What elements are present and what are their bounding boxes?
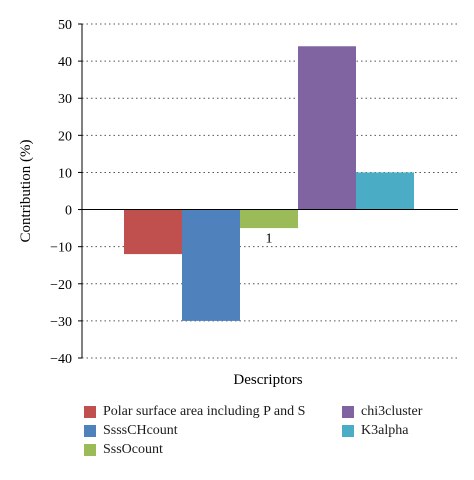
legend-label: K3alpha <box>361 423 409 438</box>
legend-label: Polar surface area including P and S <box>103 404 306 419</box>
bar-sssocount <box>240 209 298 229</box>
y-ticks: 50 40 30 20 10 0 −10 −20 −30 −40 <box>50 18 82 367</box>
x-axis-label: Descriptors <box>233 372 302 388</box>
legend-label: SsssCHcount <box>103 423 178 438</box>
y-tick-label: −30 <box>50 315 72 330</box>
bar-chi3cluster <box>298 46 356 210</box>
legend-item-ssssch-count: SsssCHcount <box>84 423 178 439</box>
y-tick-label: 30 <box>58 92 72 107</box>
y-tick-label: −40 <box>50 352 72 367</box>
bar-k3alpha <box>356 172 414 210</box>
y-tick-label: 0 <box>65 204 72 219</box>
legend-swatch <box>342 425 354 437</box>
legend-item-k3alpha: K3alpha <box>342 423 408 439</box>
legend-item-ssso-count: SssOcount <box>84 442 163 458</box>
legend-label: chi3cluster <box>361 404 423 419</box>
legend-item-chi3cluster: chi3cluster <box>342 404 422 420</box>
legend-label: SssOcount <box>103 442 163 457</box>
y-tick-label: −20 <box>50 278 72 293</box>
legend-swatch <box>84 425 96 437</box>
y-axis-label: Contribution (%) <box>18 140 34 243</box>
legend-swatch <box>342 406 354 418</box>
y-tick-label: 50 <box>58 18 72 33</box>
bar-sssschcount <box>182 209 240 321</box>
legend-swatch <box>84 406 96 418</box>
bars <box>124 46 414 321</box>
x-tick-label: 1 <box>266 232 273 247</box>
y-tick-label: 40 <box>58 55 72 70</box>
legend-swatch <box>84 444 96 456</box>
y-tick-label: −10 <box>50 241 72 256</box>
y-tick-label: 20 <box>58 129 72 144</box>
legend-item-polar-surface-area: Polar surface area including P and S <box>84 404 305 420</box>
y-tick-label: 10 <box>58 166 72 181</box>
bar-polar-surface-area-including-p-and-s <box>124 209 182 255</box>
bar-chart: 50 40 30 20 10 0 −10 −20 −30 −40 1 Descriptors Co… <box>18 18 458 388</box>
